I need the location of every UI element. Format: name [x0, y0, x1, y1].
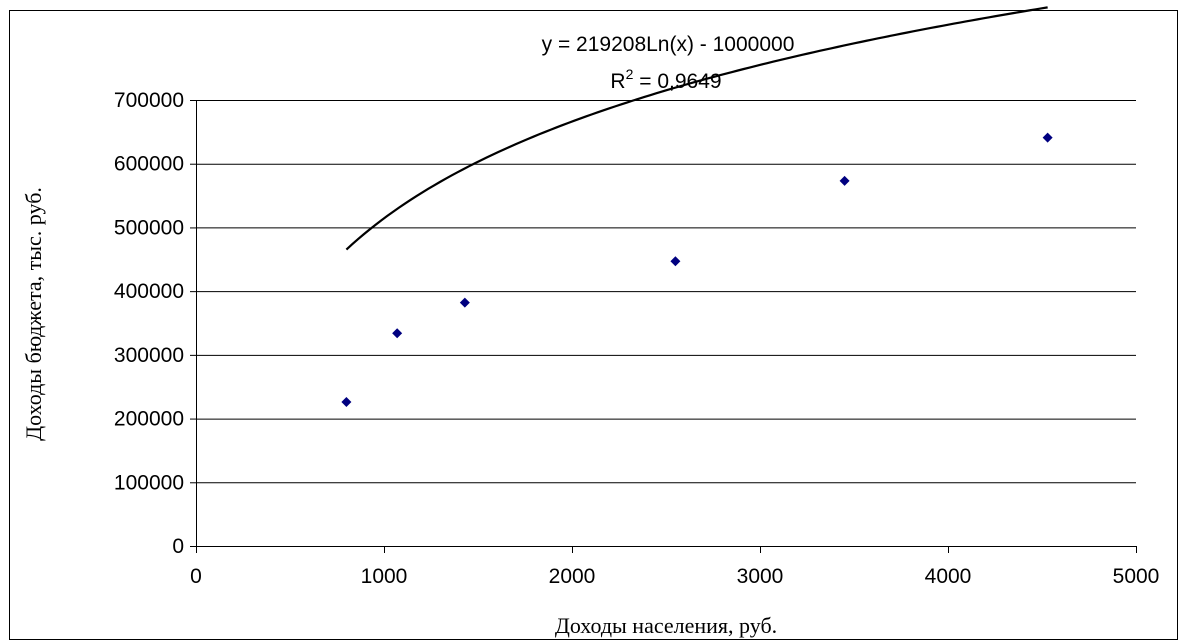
x-tick-label-3: 3000 — [737, 565, 784, 588]
data-point-3 — [670, 256, 681, 267]
data-point-2 — [459, 297, 470, 308]
r-squared-value: = 0,9649 — [633, 70, 721, 93]
y-tick-label-2: 200000 — [114, 408, 184, 431]
x-tick-label-0: 0 — [190, 565, 202, 588]
x-tick-label-5: 5000 — [1113, 565, 1160, 588]
data-point-1 — [392, 328, 403, 339]
y-tick-label-4: 400000 — [114, 280, 184, 303]
x-tick-label-2: 2000 — [549, 565, 596, 588]
r-squared-label: R2 = 0,9649 — [610, 66, 721, 93]
y-tick-label-5: 500000 — [114, 216, 184, 239]
axes — [190, 100, 1137, 553]
data-point-5 — [1042, 132, 1053, 143]
r-squared-prefix: R — [610, 70, 625, 93]
chart-frame — [9, 10, 1178, 640]
r-squared-superscript: 2 — [626, 66, 634, 82]
x-tick-label-1: 1000 — [361, 565, 408, 588]
gridlines — [196, 100, 1136, 484]
trendline — [345, 6, 1048, 251]
y-tick-label-0: 0 — [172, 535, 184, 558]
data-point-4 — [839, 175, 850, 186]
data-point-0 — [341, 397, 352, 408]
x-tick-label-4: 4000 — [925, 565, 972, 588]
data-points — [341, 132, 1053, 408]
y-tick-label-1: 100000 — [114, 471, 184, 494]
y-tick-label-7: 700000 — [114, 89, 184, 112]
tick-labels: 0 100000 200000 300000 400000 500000 600000 700… — [114, 89, 1159, 588]
x-axis-title: Доходы населения, руб. — [555, 613, 777, 638]
y-tick-label-3: 300000 — [114, 344, 184, 367]
trendline-group — [345, 6, 1048, 251]
y-tick-label-6: 600000 — [114, 153, 184, 176]
y-axis-title: Доходы бюджета, тыс. руб. — [21, 187, 46, 441]
trendline-equation: y = 219208Ln(x) - 1000000 — [542, 33, 795, 56]
